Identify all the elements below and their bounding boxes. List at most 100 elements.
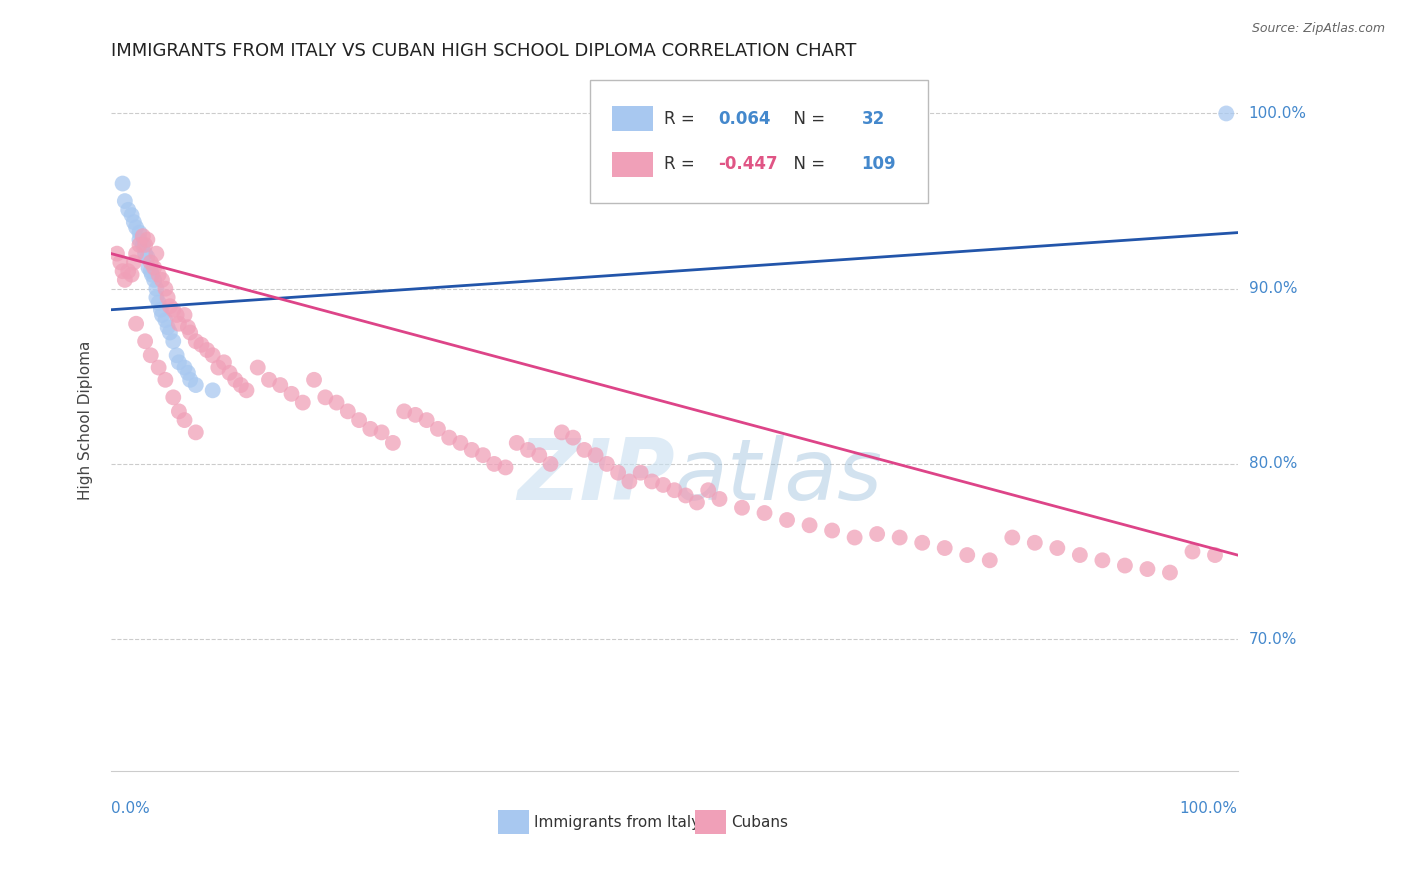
Text: IMMIGRANTS FROM ITALY VS CUBAN HIGH SCHOOL DIPLOMA CORRELATION CHART: IMMIGRANTS FROM ITALY VS CUBAN HIGH SCHO…: [111, 42, 856, 60]
Y-axis label: High School Diploma: High School Diploma: [79, 341, 93, 500]
Point: [1136, 562, 1159, 576]
FancyBboxPatch shape: [591, 80, 928, 202]
Point: [173, 360, 195, 375]
Point: [166, 308, 188, 322]
Point: [697, 483, 720, 498]
Point: [484, 457, 506, 471]
Point: [132, 238, 155, 252]
Point: [150, 308, 173, 322]
Point: [110, 255, 132, 269]
Point: [138, 260, 160, 275]
Text: atlas: atlas: [675, 434, 883, 517]
Point: [529, 448, 551, 462]
Point: [143, 260, 166, 275]
Text: -0.447: -0.447: [718, 155, 778, 173]
Point: [776, 513, 799, 527]
Point: [1114, 558, 1136, 573]
Point: [125, 220, 148, 235]
Point: [139, 264, 162, 278]
Point: [149, 302, 172, 317]
Point: [754, 506, 776, 520]
Point: [821, 524, 844, 538]
Point: [132, 229, 155, 244]
Point: [574, 442, 596, 457]
Point: [145, 246, 167, 260]
FancyBboxPatch shape: [695, 810, 727, 834]
Point: [125, 246, 148, 260]
Point: [1181, 544, 1204, 558]
Point: [179, 326, 201, 340]
Point: [652, 478, 675, 492]
Point: [156, 320, 179, 334]
Point: [128, 233, 150, 247]
Text: 100.0%: 100.0%: [1180, 801, 1237, 816]
Text: Cubans: Cubans: [731, 815, 787, 830]
Point: [218, 366, 240, 380]
Point: [177, 320, 200, 334]
Point: [155, 282, 177, 296]
Point: [167, 355, 190, 369]
Point: [911, 535, 934, 549]
Point: [136, 250, 159, 264]
Point: [585, 448, 607, 462]
Point: [392, 404, 415, 418]
Point: [201, 348, 224, 362]
Point: [336, 404, 359, 418]
Point: [162, 302, 184, 317]
Point: [145, 282, 167, 296]
Point: [114, 194, 136, 208]
Point: [1159, 566, 1181, 580]
Point: [866, 527, 889, 541]
Point: [257, 373, 280, 387]
Point: [229, 378, 252, 392]
Point: [302, 373, 325, 387]
Point: [359, 422, 381, 436]
Text: 70.0%: 70.0%: [1249, 632, 1296, 647]
Text: ZIP: ZIP: [517, 434, 675, 517]
Point: [449, 436, 471, 450]
Text: N =: N =: [783, 155, 830, 173]
Point: [619, 475, 641, 489]
Point: [1069, 548, 1091, 562]
FancyBboxPatch shape: [613, 106, 652, 131]
Point: [460, 442, 482, 457]
Point: [291, 395, 314, 409]
Point: [517, 442, 540, 457]
Point: [1024, 535, 1046, 549]
Point: [934, 541, 956, 555]
Point: [111, 264, 134, 278]
Point: [235, 384, 257, 398]
Point: [122, 255, 145, 269]
Point: [173, 308, 195, 322]
Point: [190, 338, 212, 352]
Text: 100.0%: 100.0%: [1249, 106, 1306, 121]
Point: [117, 202, 139, 217]
Text: 32: 32: [862, 110, 884, 128]
Point: [155, 373, 177, 387]
Point: [162, 334, 184, 349]
Point: [179, 373, 201, 387]
Point: [145, 290, 167, 304]
Point: [136, 233, 159, 247]
Point: [134, 334, 156, 349]
Point: [184, 334, 207, 349]
Point: [607, 466, 630, 480]
Text: N =: N =: [783, 110, 830, 128]
Point: [1215, 106, 1237, 120]
Point: [562, 431, 585, 445]
Point: [173, 413, 195, 427]
Point: [956, 548, 979, 562]
Point: [184, 425, 207, 440]
Point: [150, 273, 173, 287]
Point: [889, 531, 911, 545]
Point: [709, 491, 731, 506]
Point: [630, 466, 652, 480]
Point: [280, 387, 302, 401]
Point: [121, 208, 143, 222]
Point: [1046, 541, 1069, 555]
Text: 109: 109: [862, 155, 896, 173]
Text: 0.064: 0.064: [718, 110, 770, 128]
Point: [155, 313, 177, 327]
Point: [415, 413, 437, 427]
Text: Immigrants from Italy: Immigrants from Italy: [534, 815, 700, 830]
